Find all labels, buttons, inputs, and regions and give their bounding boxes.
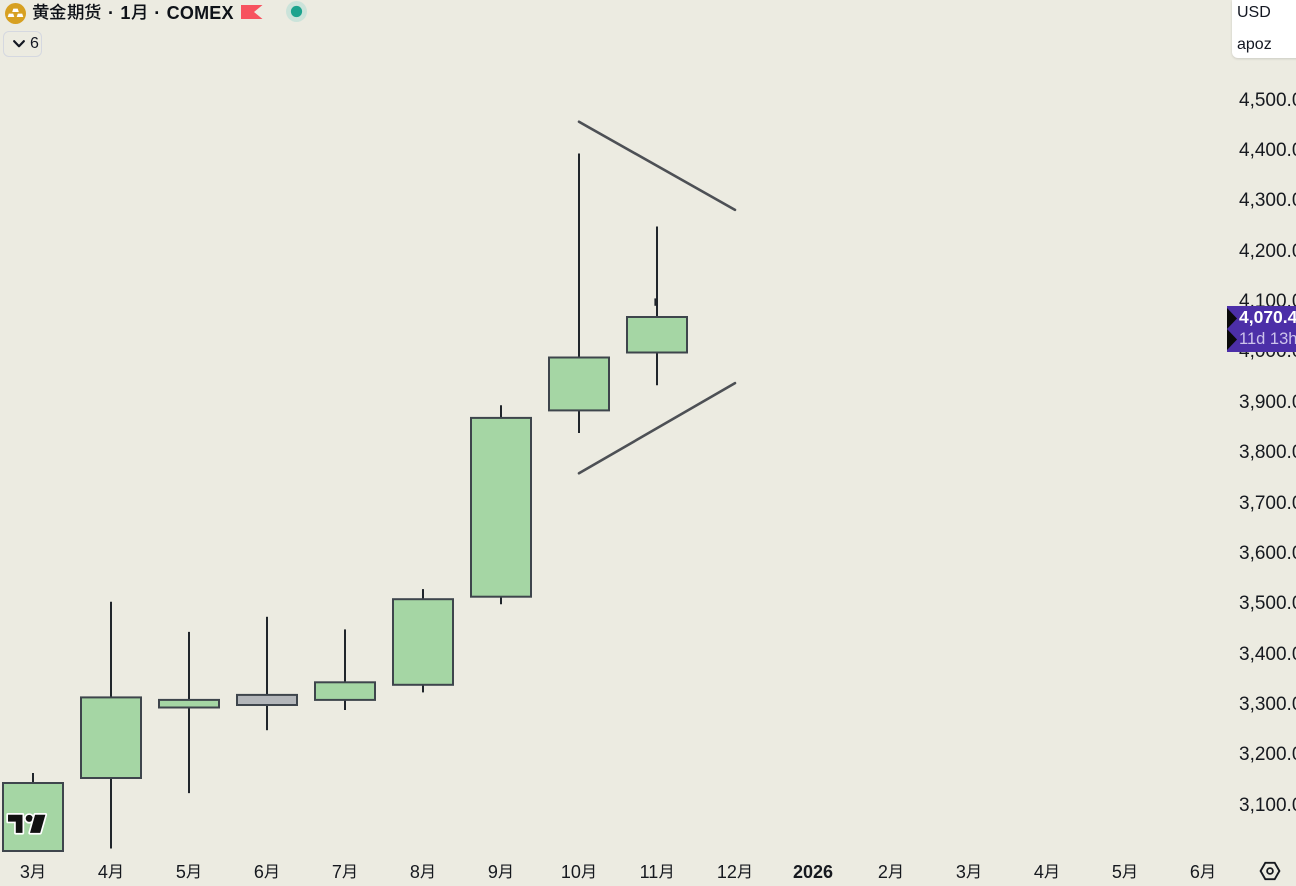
market-status-icon[interactable] (286, 1, 307, 22)
symbol-header[interactable]: · 1 · COMEX (5, 0, 234, 27)
time-tick-label: 10 (561, 862, 597, 883)
time-tick-label: 4 (98, 862, 124, 883)
time-tick-label: 2026 (792, 862, 834, 882)
time-tick-label: 9 (488, 862, 514, 883)
unit-menu-item[interactable]: apoz (1237, 35, 1272, 53)
candle-10月[interactable] (548, 153, 610, 434)
gear-icon (1259, 861, 1281, 881)
price-tick-label: 3,700.0 (1239, 492, 1296, 514)
time-tick-label: 5 (1112, 862, 1138, 883)
price-tick-label: 4,200.0 (1239, 240, 1296, 262)
price-badge-arrows-icon (1227, 308, 1237, 350)
time-tick-label: 11 (640, 862, 675, 883)
time-tick-label: 4 (1034, 862, 1060, 883)
tradingview-logo (2, 808, 50, 838)
price-tick-label: 4,300.0 (1239, 190, 1296, 212)
candle-8月[interactable] (392, 589, 454, 693)
candle-11月[interactable] (626, 226, 688, 386)
price-tick-label: 3,100.0 (1239, 794, 1296, 816)
price-tick-label: 3,800.0 (1239, 442, 1296, 464)
price-tick-label: 3,300.0 (1239, 693, 1296, 715)
price-marker (654, 298, 658, 306)
time-tick-label: 6 (1190, 862, 1216, 883)
currency-menu-item[interactable]: USD (1237, 3, 1271, 21)
time-tick-label: 5 (176, 862, 202, 883)
price-tick-label: 4,400.0 (1239, 139, 1296, 161)
time-tick-label: 6 (254, 862, 280, 883)
legend-collapse-button[interactable]: 6 (3, 31, 42, 57)
trend-line[interactable] (577, 381, 737, 475)
price-tick-label: 4,500.0 (1239, 89, 1296, 111)
price-axis[interactable]: 4,500.04,400.04,300.04,200.04,100.04,000… (1232, 0, 1296, 855)
price-tick-label: 3,500.0 (1239, 593, 1296, 615)
chevron-down-icon (13, 40, 25, 48)
symbol-title[interactable]: · 1 · COMEX (32, 3, 234, 24)
last-price-badge[interactable]: 4,070.4 11d 13h (1227, 306, 1296, 352)
candle-4月[interactable] (80, 601, 142, 849)
time-axis[interactable]: 3 4 5 6 7 8 9 10 11 12 2026 2 3 4 5 6 (0, 855, 1296, 886)
price-tick-label: 3,200.0 (1239, 744, 1296, 766)
time-tick-label: 3 (956, 862, 982, 883)
candle-5月[interactable] (158, 631, 220, 794)
time-tick-label: 8 (410, 862, 436, 883)
axis-settings-button[interactable] (1258, 860, 1282, 882)
trend-line[interactable] (577, 120, 737, 212)
time-tick-label: 7 (332, 862, 358, 883)
legend-count: 6 (30, 35, 39, 52)
price-unit-panel: USD apoz (1232, 0, 1296, 58)
price-tick-label: 3,600.0 (1239, 542, 1296, 564)
candle-6月[interactable] (236, 616, 298, 731)
time-tick-label: 2 (878, 862, 904, 883)
candle-9月[interactable] (470, 405, 532, 605)
candle-7月[interactable] (314, 629, 376, 710)
last-price-value: 4,070.4 (1239, 307, 1296, 327)
price-tick-label: 3,400.0 (1239, 643, 1296, 665)
gold-futures-icon (5, 3, 26, 24)
time-tick-label: 12 (717, 862, 753, 883)
time-tick-label: 3 (20, 862, 46, 883)
flag-icon[interactable] (241, 5, 263, 19)
price-tick-label: 3,900.0 (1239, 391, 1296, 413)
bar-close-countdown: 11d 13h (1239, 330, 1296, 348)
